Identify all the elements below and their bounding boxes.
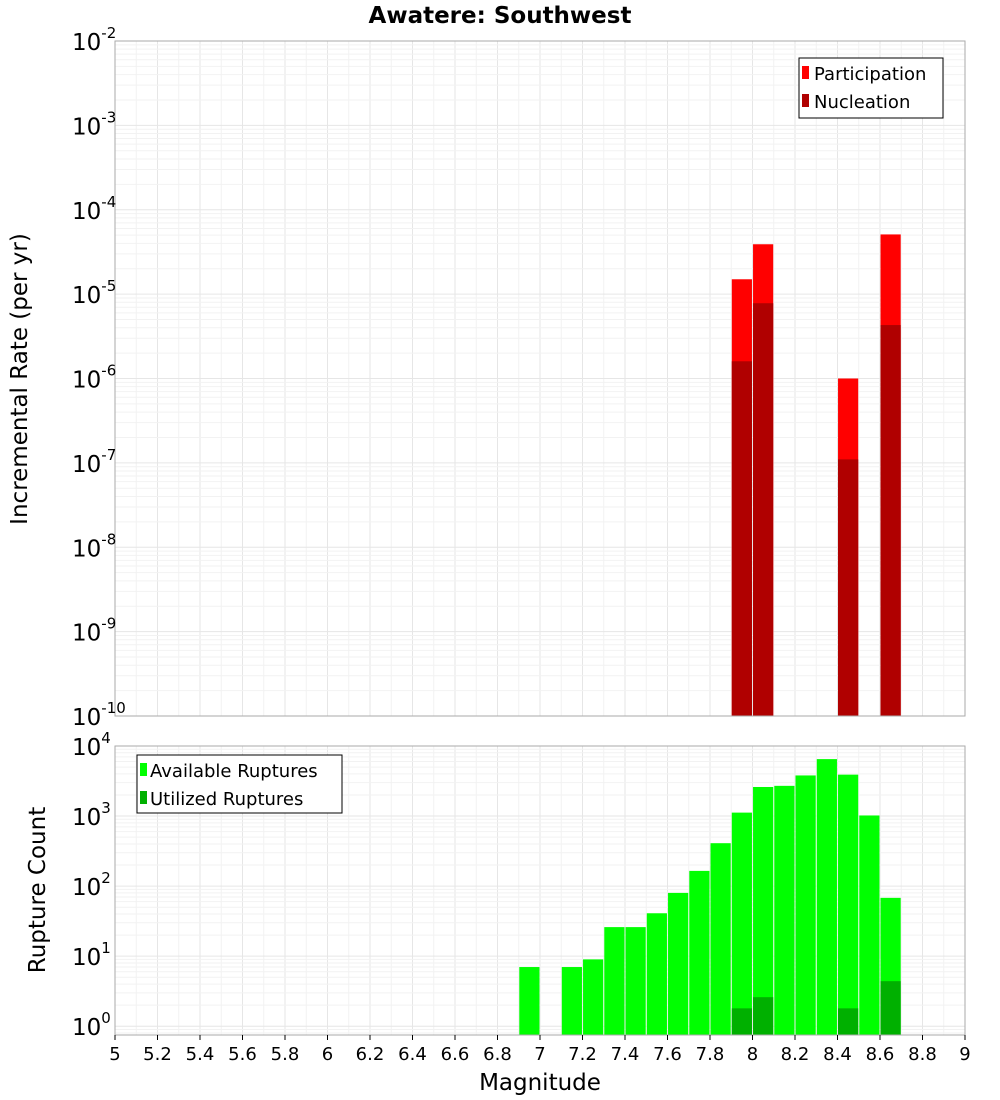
legend-label-available-ruptures: Available Ruptures bbox=[150, 761, 318, 782]
bar-utilized-ruptures bbox=[731, 1008, 752, 1035]
legend-swatch-available-ruptures bbox=[140, 763, 147, 776]
bar-nucleation bbox=[838, 459, 859, 716]
x-axis-label: Magnitude bbox=[479, 1070, 601, 1096]
x-tick-label: 9 bbox=[959, 1044, 970, 1065]
bar-utilized-ruptures bbox=[880, 981, 901, 1035]
bar-available-ruptures bbox=[561, 967, 582, 1035]
legend-label-utilized-ruptures: Utilized Ruptures bbox=[150, 789, 303, 810]
bar-nucleation bbox=[753, 303, 774, 716]
bar-available-ruptures bbox=[583, 959, 604, 1035]
x-tick-label: 8.4 bbox=[823, 1044, 852, 1065]
x-ticks: 5 5.2 5.4 5.6 5.8 6 6.2 6.4 6.6 6.8 7 7.2 7.4 7.6 7.8 8… bbox=[109, 1035, 971, 1065]
x-tick-label: 6.2 bbox=[356, 1044, 385, 1065]
bar-available-ruptures bbox=[646, 913, 667, 1035]
top-legend-box bbox=[798, 57, 944, 119]
y-tick-label: 10-8 bbox=[72, 530, 116, 562]
y-tick-label: 103 bbox=[72, 799, 111, 831]
x-tick-label: 7.2 bbox=[568, 1044, 597, 1065]
legend-label-participation: Participation bbox=[814, 64, 926, 85]
bar-nucleation bbox=[731, 361, 752, 716]
x-tick-label: 6.8 bbox=[483, 1044, 512, 1065]
y-tick-label: 104 bbox=[72, 729, 111, 761]
bottom-panel: 104 103 102 101 100 5 5.2 5.4 5.6 5.8 6 6.2 6.4 6.6 6… bbox=[25, 729, 971, 1096]
bar-available-ruptures bbox=[774, 785, 795, 1035]
bottom-bars bbox=[519, 759, 901, 1035]
bar-nucleation bbox=[880, 325, 901, 716]
top-y-ticks: 10-2 10-3 10-4 10-5 10-6 10-7 10-8 10-9 10-10 bbox=[72, 24, 126, 731]
y-tick-label: 101 bbox=[72, 939, 111, 971]
x-tick-label: 7.4 bbox=[611, 1044, 640, 1065]
bottom-legend: Available Ruptures Utilized Ruptures bbox=[136, 754, 343, 814]
bar-available-ruptures bbox=[838, 774, 859, 1035]
y-tick-label: 10-4 bbox=[72, 193, 116, 225]
top-plot-frame bbox=[114, 40, 966, 717]
y-tick-label: 102 bbox=[72, 869, 111, 901]
x-tick-label: 5.2 bbox=[143, 1044, 172, 1065]
bar-available-ruptures bbox=[753, 786, 774, 1035]
x-tick-label: 5.6 bbox=[228, 1044, 257, 1065]
x-tick-label: 8.2 bbox=[781, 1044, 810, 1065]
top-panel: 10-2 10-3 10-4 10-5 10-6 10-7 10-8 10-9 10-10 In… bbox=[7, 24, 966, 731]
top-legend: Participation Nucleation bbox=[798, 57, 944, 119]
bar-available-ruptures bbox=[668, 892, 689, 1035]
x-tick-label: 7.8 bbox=[696, 1044, 725, 1065]
legend-swatch-utilized-ruptures bbox=[140, 791, 147, 804]
legend-swatch-participation bbox=[802, 66, 809, 79]
bar-available-ruptures bbox=[689, 870, 710, 1035]
x-tick-label: 5.4 bbox=[186, 1044, 215, 1065]
chart-title: Awatere: Southwest bbox=[369, 3, 632, 29]
x-tick-label: 5 bbox=[109, 1044, 120, 1065]
legend-swatch-nucleation bbox=[802, 94, 809, 107]
y-tick-label: 10-3 bbox=[72, 108, 116, 140]
top-grid bbox=[114, 40, 966, 717]
bar-utilized-ruptures bbox=[838, 1008, 859, 1035]
top-y-axis-label: Incremental Rate (per yr) bbox=[7, 233, 33, 525]
legend-label-nucleation: Nucleation bbox=[814, 92, 910, 113]
bar-available-ruptures bbox=[625, 927, 646, 1035]
y-tick-label: 10-2 bbox=[72, 24, 116, 56]
bar-utilized-ruptures bbox=[753, 997, 774, 1035]
y-tick-label: 10-10 bbox=[72, 699, 126, 731]
x-tick-label: 6.4 bbox=[398, 1044, 427, 1065]
bar-available-ruptures bbox=[816, 759, 837, 1035]
y-tick-label: 10-5 bbox=[72, 277, 116, 309]
x-tick-label: 7 bbox=[534, 1044, 545, 1065]
y-tick-label: 10-9 bbox=[72, 615, 116, 647]
x-tick-label: 7.6 bbox=[653, 1044, 682, 1065]
bar-available-ruptures bbox=[731, 812, 752, 1035]
bar-available-ruptures bbox=[604, 927, 625, 1035]
bottom-y-axis-label: Rupture Count bbox=[25, 807, 51, 973]
y-tick-label: 10-7 bbox=[72, 446, 116, 478]
x-tick-label: 6 bbox=[322, 1044, 333, 1065]
bottom-legend-box bbox=[136, 754, 343, 814]
bar-available-ruptures bbox=[859, 815, 880, 1035]
x-tick-label: 8.8 bbox=[908, 1044, 937, 1065]
y-tick-label: 100 bbox=[72, 1009, 111, 1041]
x-tick-label: 8 bbox=[747, 1044, 758, 1065]
bar-available-ruptures bbox=[795, 775, 816, 1035]
y-tick-label: 10-6 bbox=[72, 362, 116, 394]
bar-available-ruptures bbox=[519, 967, 540, 1035]
x-tick-label: 5.8 bbox=[271, 1044, 300, 1065]
x-tick-label: 6.6 bbox=[441, 1044, 470, 1065]
bar-available-ruptures bbox=[710, 843, 731, 1035]
bottom-y-ticks: 104 103 102 101 100 bbox=[72, 729, 111, 1041]
x-tick-label: 8.6 bbox=[866, 1044, 895, 1065]
top-bars bbox=[731, 234, 901, 717]
